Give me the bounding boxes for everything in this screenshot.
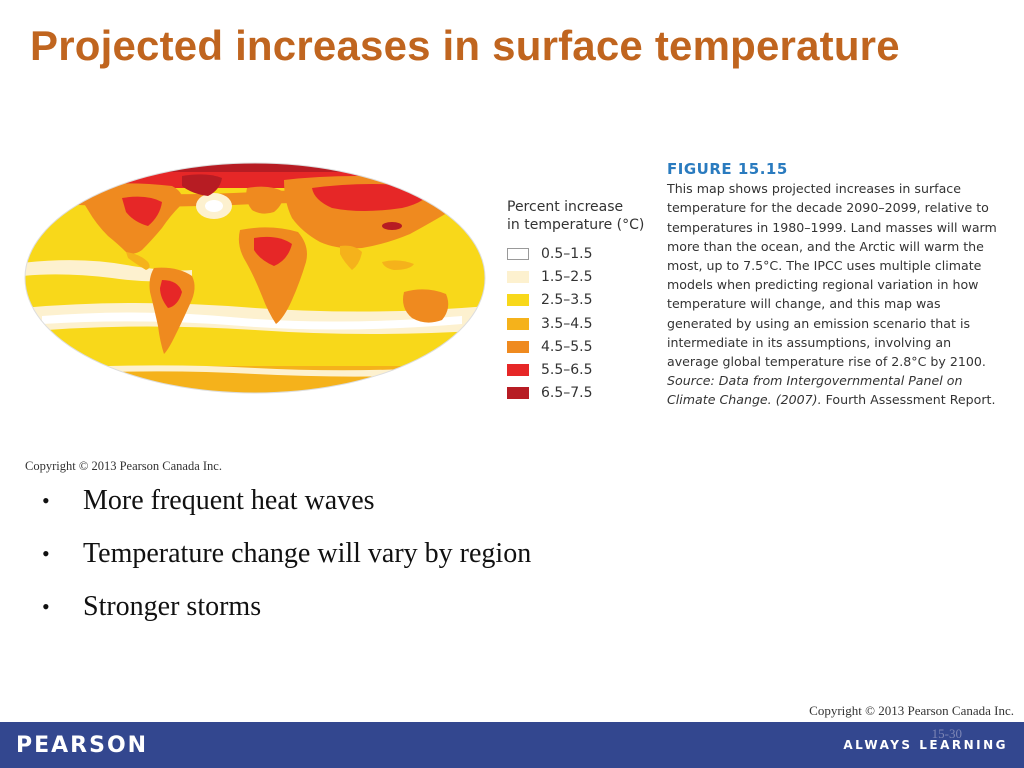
bullet-text: More frequent heat waves — [83, 485, 375, 516]
bullet-dot-icon: • — [42, 541, 50, 566]
pearson-logo: PEARSON — [16, 733, 149, 758]
bullet-text: Temperature change will vary by region — [83, 538, 532, 569]
legend-label: 2.5–3.5 — [541, 292, 593, 309]
arctic-core — [25, 163, 485, 172]
legend-label: 4.5–5.5 — [541, 338, 593, 355]
map-border — [24, 162, 486, 394]
africa-hot — [254, 236, 292, 266]
legend-item: 1.5–2.5 — [507, 265, 644, 288]
bullet-text: Stronger storms — [83, 591, 262, 622]
bullet-item: • Stronger storms — [42, 586, 531, 639]
legend-item: 2.5–3.5 — [507, 289, 644, 312]
tagline: ALWAYS LEARNING — [843, 738, 1008, 752]
bullet-item: • More frequent heat waves — [42, 480, 531, 533]
legend-label: 1.5–2.5 — [541, 268, 593, 285]
bullet-dot-icon: • — [42, 594, 50, 619]
southern-ocean-core — [42, 312, 462, 330]
north-atlantic-core — [205, 200, 223, 212]
se-asia-islands — [382, 260, 414, 270]
figure-number: FIGURE 15.15 — [667, 160, 788, 178]
legend-label: 5.5–6.5 — [541, 362, 593, 379]
legend-label: 6.5–7.5 — [541, 385, 593, 402]
caption-text: This map shows projected increases in su… — [667, 179, 997, 409]
legend-swatch — [507, 294, 529, 307]
legend-item: 4.5–5.5 — [507, 335, 644, 358]
legend-swatch — [507, 270, 529, 283]
asia-hot — [312, 184, 432, 211]
figure-caption: FIGURE 15.15 This map shows projected in… — [667, 160, 997, 410]
legend-swatch — [507, 340, 529, 353]
legend-swatch — [507, 317, 529, 330]
legend-label: 0.5–1.5 — [541, 245, 593, 262]
central-america — [126, 252, 150, 270]
caption-source-italic: Source: Data from Intergovernmental Pane… — [667, 373, 963, 408]
legend-item: 3.5–4.5 — [507, 312, 644, 335]
legend-item: 5.5–6.5 — [507, 358, 644, 381]
antarctica-edge — [25, 364, 485, 377]
bullet-list: • More frequent heat waves • Temperature c… — [42, 480, 531, 639]
bullet-item: • Temperature change will vary by region — [42, 533, 531, 586]
europe — [246, 186, 284, 214]
footer-copyright: Copyright © 2013 Pearson Canada Inc. — [809, 703, 1014, 718]
map-svg — [24, 162, 486, 394]
bullet-dot-icon: • — [42, 488, 50, 513]
legend-title: Percent increase in temperature (°C) — [507, 199, 645, 233]
footer-bar: PEARSON 15-30 ALWAYS LEARNING — [0, 722, 1024, 768]
north-america-hot — [122, 196, 162, 226]
greenland — [182, 174, 222, 196]
south-america-hot — [160, 280, 182, 308]
australia — [403, 289, 449, 323]
asia-peak — [382, 222, 402, 230]
legend-swatch — [507, 387, 529, 400]
legend-item: 6.5–7.5 — [507, 382, 644, 405]
legend-label: 3.5–4.5 — [541, 315, 593, 332]
pacific-band — [25, 260, 192, 282]
map-legend: Percent increase in temperature (°C) 0.5… — [507, 198, 644, 405]
page-title: Projected increases in surface temperatu… — [30, 22, 900, 69]
legend-swatch — [507, 247, 529, 260]
caption-description: This map shows projected increases in su… — [667, 181, 997, 370]
slide-number: 15-30 — [931, 726, 962, 741]
india — [340, 245, 362, 270]
caption-source-rest: Fourth Assessment Report. — [821, 392, 996, 408]
legend-item: 0.5–1.5 — [507, 242, 644, 265]
world-temperature-map — [22, 158, 488, 398]
figure-copyright: Copyright © 2013 Pearson Canada Inc. — [25, 459, 222, 473]
arctic-band — [25, 163, 485, 188]
legend-swatch — [507, 364, 529, 377]
